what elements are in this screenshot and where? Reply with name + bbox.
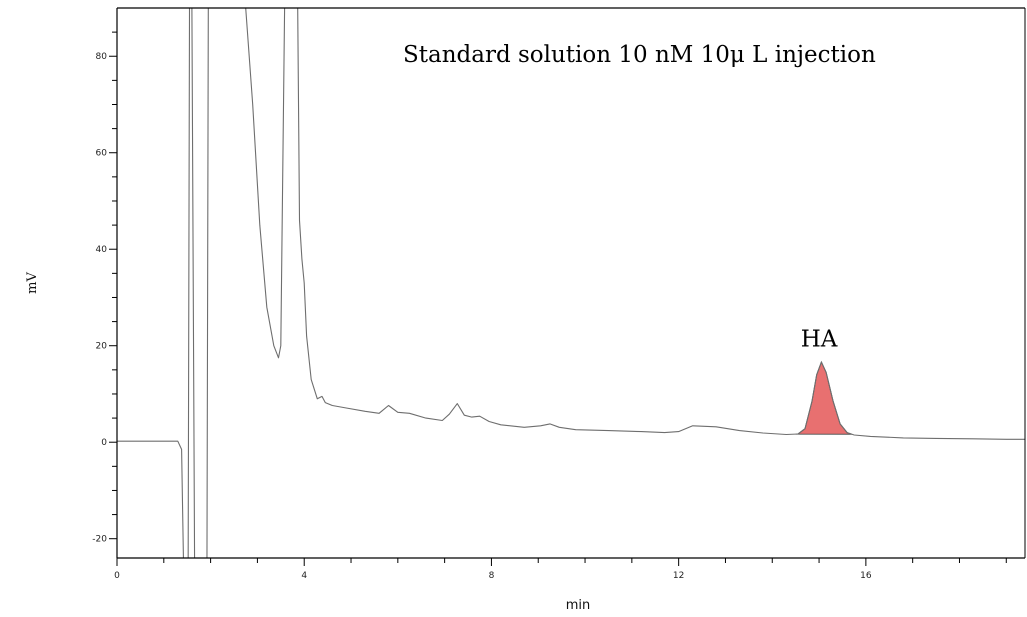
chart-title: Standard solution 10 nM 10μ L injection <box>403 42 876 68</box>
y-tick-label: 80 <box>96 52 108 62</box>
y-tick-label: 20 <box>96 342 108 352</box>
y-tick-label: 0 <box>101 438 107 448</box>
x-tick-label: 4 <box>301 571 307 581</box>
chromatogram-trace <box>117 8 1025 558</box>
peak-area-ha <box>795 360 852 435</box>
y-tick-label: 60 <box>96 149 108 159</box>
x-axis-label: min <box>566 598 591 613</box>
peak-label-ha: HA <box>801 326 838 352</box>
y-tick-label: -20 <box>92 535 107 545</box>
x-tick-label: 12 <box>673 571 684 581</box>
x-tick-label: 16 <box>860 571 872 581</box>
x-tick-label: 0 <box>114 571 120 581</box>
y-tick-label: 40 <box>96 245 108 255</box>
y-axis-label: mV <box>25 272 40 294</box>
plot-area: 0 4 8 12 16 -20 0 20 40 60 80 HA <box>92 7 1026 581</box>
x-tick-label: 8 <box>489 571 495 581</box>
